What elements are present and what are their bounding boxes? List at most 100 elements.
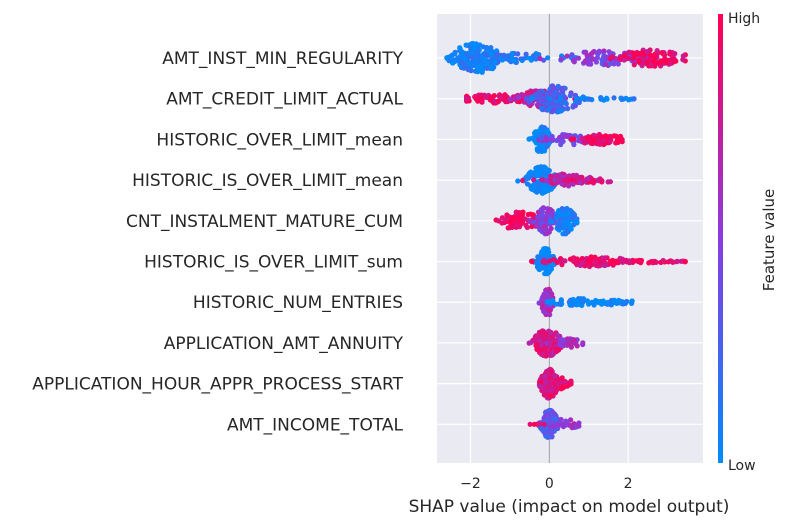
- shap-point: [599, 61, 605, 67]
- shap-point: [455, 55, 461, 61]
- shap-point: [542, 271, 548, 277]
- shap-point: [559, 375, 565, 381]
- shap-point: [465, 67, 471, 73]
- shap-point: [559, 100, 565, 106]
- shap-point: [598, 95, 604, 101]
- shap-point: [501, 52, 507, 58]
- shap-point: [593, 59, 600, 65]
- shap-point: [531, 177, 537, 183]
- shap-point: [545, 101, 551, 107]
- shap-point: [482, 51, 488, 57]
- shap-point: [559, 262, 565, 268]
- shap-point: [533, 56, 539, 62]
- shap-point: [585, 176, 591, 182]
- shap-point: [584, 298, 591, 304]
- shap-point: [526, 136, 532, 142]
- feature-row-points: [444, 40, 688, 75]
- shap-point: [527, 183, 534, 189]
- shap-point: [592, 254, 598, 260]
- shap-point: [570, 210, 576, 216]
- shap-point: [554, 332, 560, 338]
- shap-point: [541, 248, 547, 255]
- shap-point: [495, 98, 501, 104]
- shap-point: [527, 218, 533, 224]
- shap-point: [549, 173, 555, 179]
- shap-point: [547, 375, 553, 381]
- shap-point: [593, 262, 599, 268]
- feature-label: HISTORIC_OVER_LIMIT_mean: [156, 130, 403, 150]
- shap-point: [543, 353, 549, 359]
- shap-point: [542, 148, 548, 154]
- shap-point: [595, 136, 601, 142]
- shap-point: [499, 215, 505, 221]
- shap-point: [568, 226, 574, 232]
- shap-point: [607, 139, 613, 145]
- feature-row-points: [464, 83, 637, 115]
- shap-point: [529, 96, 535, 102]
- shap-point: [537, 55, 543, 62]
- shap-point: [550, 137, 556, 143]
- shap-point: [550, 423, 557, 429]
- shap-point: [470, 40, 476, 47]
- shap-point: [579, 136, 586, 142]
- shap-point: [605, 299, 611, 305]
- shap-point: [538, 164, 544, 170]
- shap-point: [544, 231, 550, 237]
- shap-point: [539, 177, 545, 183]
- colorbar-low-label: Low: [728, 458, 756, 474]
- shap-point: [550, 108, 556, 114]
- shap-point: [660, 257, 666, 264]
- shap-point: [523, 51, 529, 57]
- shap-point: [591, 178, 597, 184]
- shap-point: [585, 134, 591, 140]
- shap-point: [548, 329, 554, 335]
- shap-point: [547, 267, 553, 273]
- shap-point: [488, 64, 494, 70]
- shap-point: [640, 56, 646, 63]
- shap-point: [601, 258, 607, 264]
- shap-point: [568, 417, 574, 423]
- shap-point: [507, 96, 513, 102]
- shap-point: [601, 48, 607, 54]
- shap-point: [652, 51, 658, 58]
- shap-point: [539, 98, 546, 104]
- shap-point: [475, 68, 481, 74]
- shap-point: [604, 95, 610, 101]
- shap-point: [543, 144, 550, 150]
- shap-point: [571, 59, 578, 65]
- shap-point: [534, 223, 540, 229]
- x-tick-label: 2: [624, 476, 633, 492]
- shap-point: [550, 334, 556, 341]
- shap-point: [603, 61, 609, 67]
- shap-point: [569, 215, 575, 221]
- shap-point: [550, 100, 556, 107]
- shap-point: [503, 216, 510, 222]
- shap-point: [551, 372, 558, 378]
- shap-point: [463, 42, 469, 48]
- shap-point: [503, 99, 509, 105]
- shap-point: [545, 107, 552, 113]
- shap-point: [560, 258, 566, 264]
- shap-point: [563, 422, 569, 428]
- shap-point: [529, 258, 535, 264]
- shap-point: [631, 62, 637, 68]
- shap-point: [492, 59, 498, 65]
- shap-point: [575, 422, 582, 428]
- shap-point: [475, 48, 481, 55]
- shap-point: [580, 340, 586, 346]
- shap-point: [605, 179, 611, 185]
- shap-point: [449, 60, 456, 66]
- shap-point: [548, 431, 554, 437]
- shap-point: [542, 309, 548, 315]
- shap-point: [544, 412, 550, 418]
- shap-point: [557, 217, 563, 223]
- shap-point: [663, 60, 669, 66]
- shap-point: [673, 259, 679, 265]
- colorbar-title: Feature value: [760, 189, 778, 291]
- shap-point: [541, 186, 547, 193]
- shap-point: [547, 340, 553, 346]
- shap-point: [543, 171, 550, 177]
- shap-point: [607, 61, 613, 67]
- shap-point: [621, 57, 627, 63]
- shap-point: [469, 54, 475, 60]
